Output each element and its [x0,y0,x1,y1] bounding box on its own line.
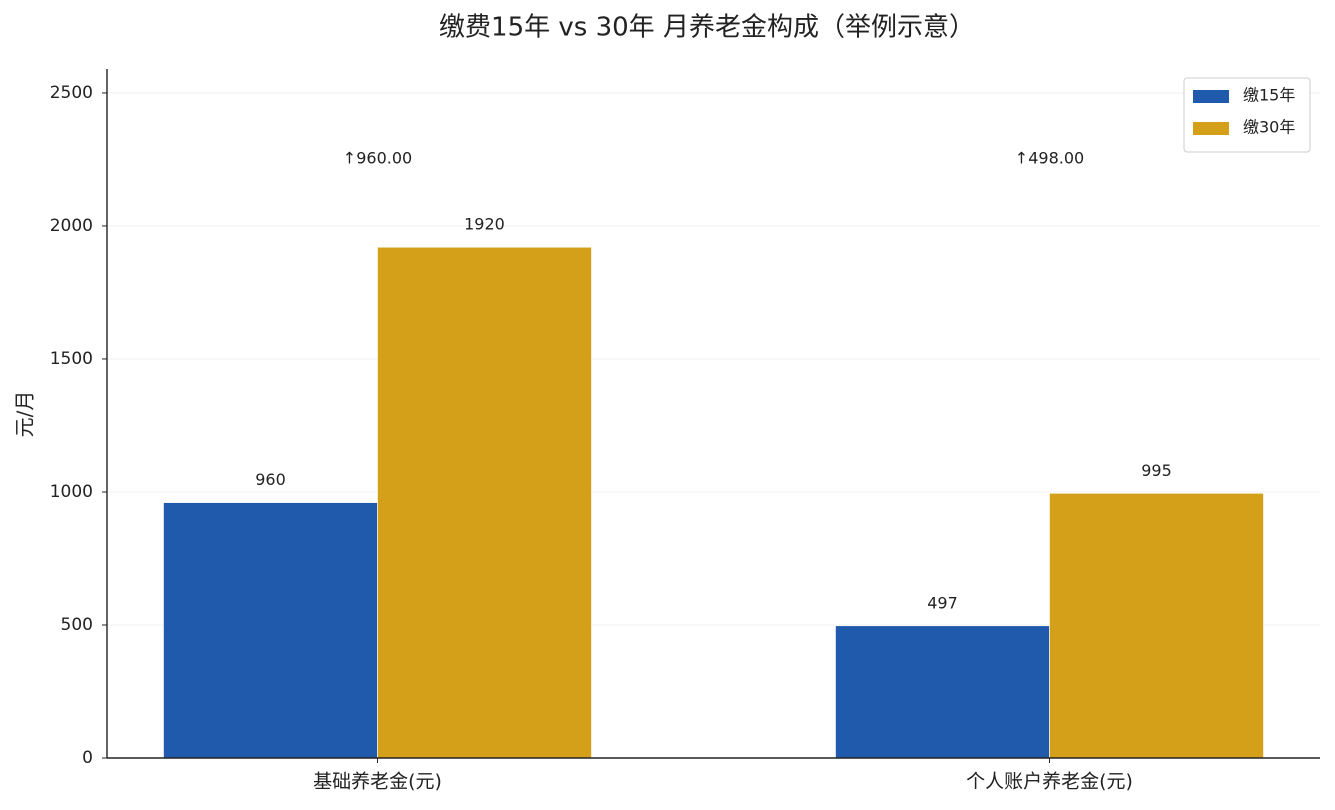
chart-title: 缴费15年 vs 30年 月养老金构成（举例示意） [439,13,975,43]
legend-label: 缴30年 [1243,118,1295,137]
legend-swatch [1193,90,1229,103]
y-tick-label: 1500 [50,349,93,369]
data-label: 1920 [464,215,505,234]
legend-swatch [1193,122,1229,135]
y-tick-label: 1000 [50,482,93,502]
y-tick-label: 2000 [50,216,93,236]
y-tick-label: 500 [61,615,93,635]
bar [377,246,592,759]
bar [1049,493,1264,759]
y-axis-label: 元/月 [13,391,37,438]
y-tick-label: 0 [82,748,93,768]
annotation: ↑498.00 [1015,149,1084,168]
y-tick-label: 2500 [50,83,93,103]
x-tick-label: 基础养老金(元) [313,771,442,793]
bar [163,502,378,759]
annotation: ↑960.00 [343,149,412,168]
data-label: 960 [255,470,286,489]
legend-label: 缴15年 [1243,86,1295,105]
x-tick-label: 个人账户养老金(元) [966,771,1133,793]
bar [835,625,1050,759]
data-label: 497 [927,593,958,612]
data-label: 995 [1141,461,1172,480]
